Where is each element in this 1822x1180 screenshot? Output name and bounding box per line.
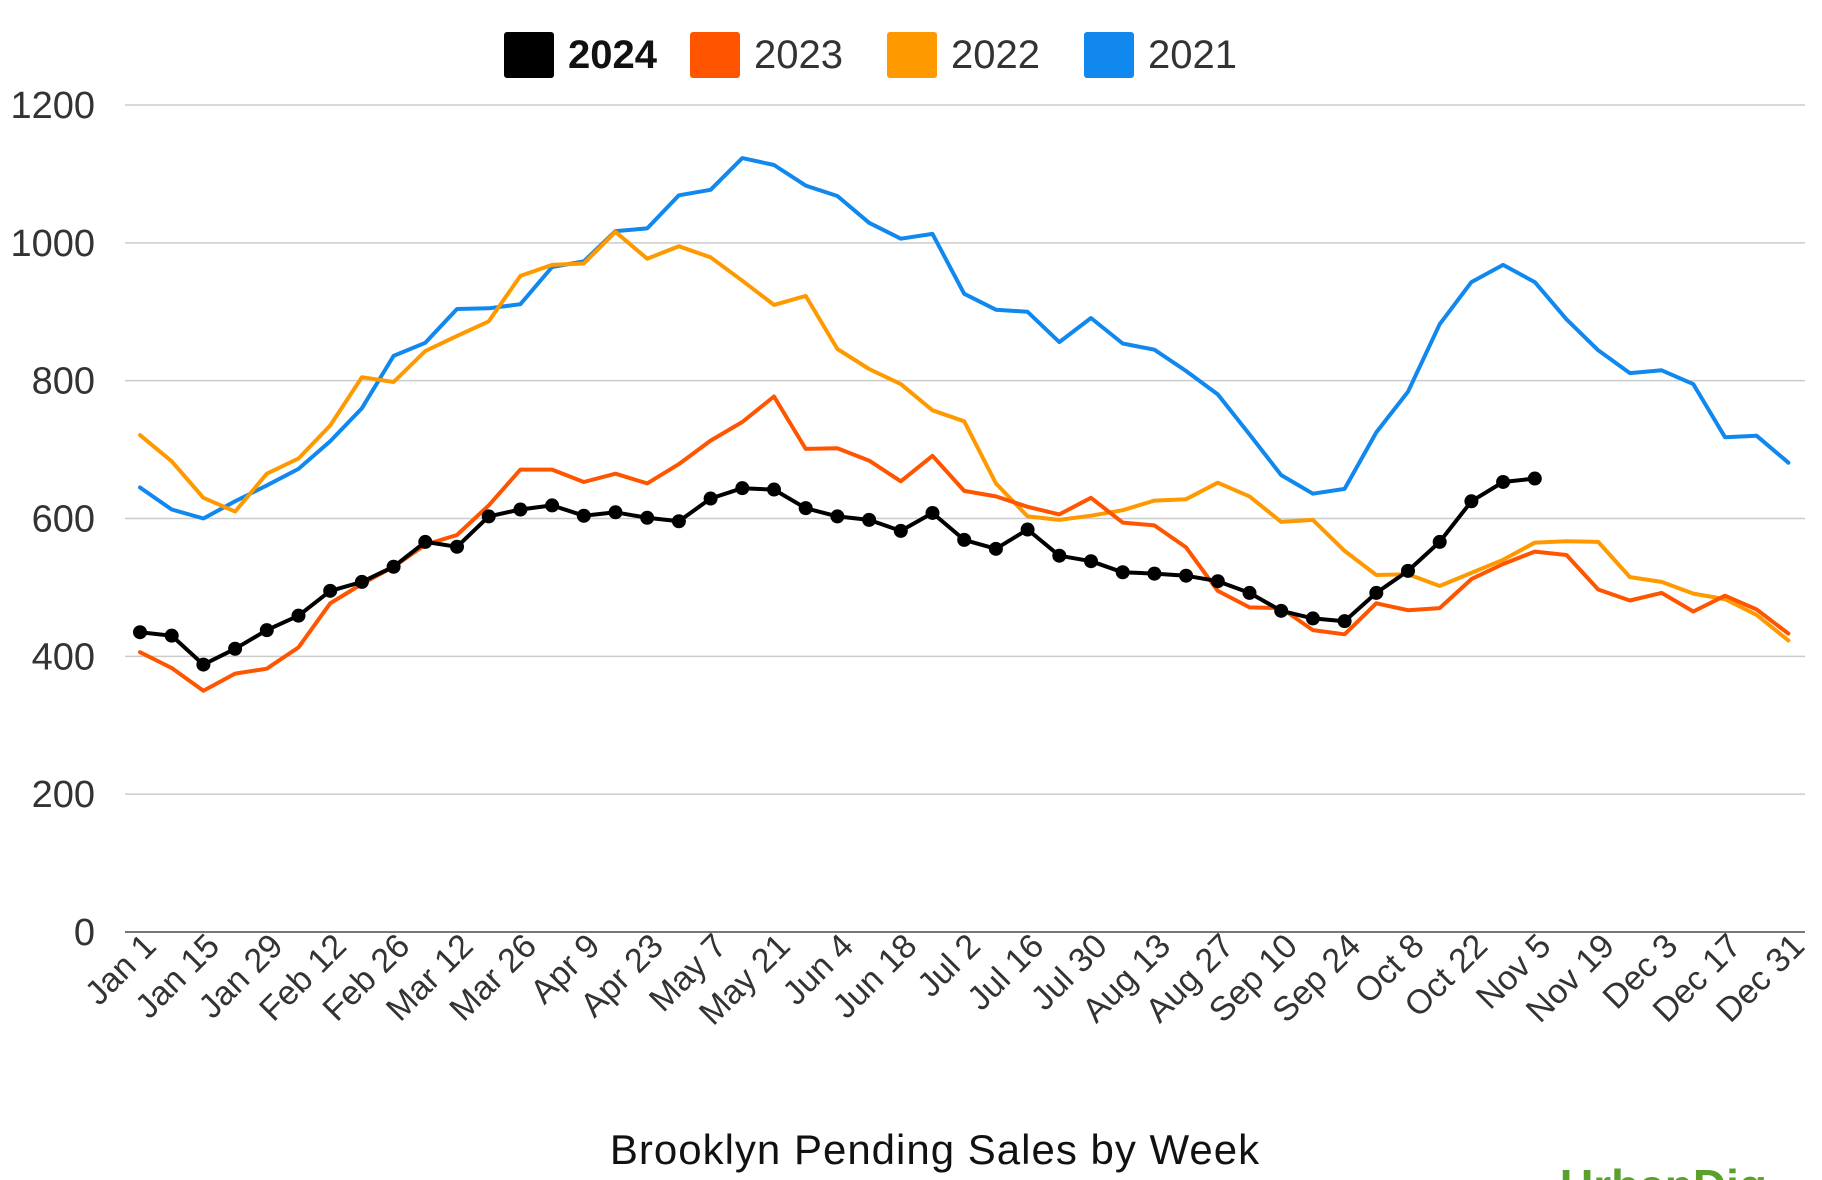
legend: 2024 2023 2022 2021 <box>504 32 1237 78</box>
data-point-2024 <box>545 498 560 513</box>
legend-swatch <box>504 32 554 78</box>
data-point-2024 <box>1401 563 1415 578</box>
legend-swatch <box>1084 32 1134 78</box>
data-point-2024 <box>196 657 211 672</box>
data-point-2024 <box>259 623 274 638</box>
series-2024 <box>133 471 1542 672</box>
data-point-2024 <box>1527 471 1542 486</box>
data-point-2024 <box>133 625 147 640</box>
data-point-2024 <box>164 628 179 643</box>
legend-label: 2024 <box>568 33 658 77</box>
data-point-2024 <box>1242 585 1257 600</box>
data-point-2024 <box>735 481 750 496</box>
y-axis-ticks: 0 200 400 600 800 1000 1200 <box>10 85 95 954</box>
data-point-2024 <box>228 641 243 656</box>
data-point-2024 <box>1052 548 1067 563</box>
legend-label: 2021 <box>1148 33 1237 77</box>
grid-lines <box>125 104 1805 933</box>
data-point-2024 <box>291 608 306 623</box>
data-point-2024 <box>1179 568 1194 583</box>
series-layer <box>133 156 1791 693</box>
data-point-2024 <box>1496 474 1511 489</box>
data-point-2024 <box>988 541 1003 556</box>
series-2022 <box>138 229 1791 643</box>
data-point-2024 <box>1337 614 1352 629</box>
data-point-2024 <box>1305 611 1320 626</box>
legend-item-2022: 2022 <box>887 32 1040 78</box>
data-point-2024 <box>893 523 908 538</box>
data-point-2024 <box>513 502 528 517</box>
y-tick-label: 200 <box>32 774 95 816</box>
data-point-2024 <box>1147 566 1162 581</box>
chart-title: Brooklyn Pending Sales by Week <box>610 1126 1260 1173</box>
data-point-2024 <box>354 574 369 589</box>
data-point-2024 <box>830 509 845 524</box>
series-line-2024 <box>138 476 1537 667</box>
legend-label: 2023 <box>754 33 843 77</box>
data-point-2024 <box>1115 565 1130 580</box>
y-tick-label: 1000 <box>10 223 95 265</box>
data-point-2024 <box>703 491 718 506</box>
data-point-2024 <box>481 509 496 524</box>
y-tick-label: 0 <box>74 912 95 954</box>
legend-item-2021: 2021 <box>1084 32 1237 78</box>
data-point-2024 <box>767 482 781 497</box>
data-point-2024 <box>1369 585 1384 600</box>
data-point-2024 <box>671 514 686 529</box>
legend-swatch <box>887 32 937 78</box>
series-line-2022 <box>138 229 1791 643</box>
data-point-2024 <box>1020 522 1035 537</box>
legend-swatch <box>690 32 740 78</box>
legend-item-2023: 2023 <box>690 32 843 78</box>
data-point-2024 <box>862 512 877 527</box>
series-2021 <box>138 156 1791 521</box>
legend-label: 2022 <box>951 33 1040 77</box>
data-point-2024 <box>450 539 464 554</box>
data-point-2024 <box>1432 534 1447 549</box>
y-tick-label: 400 <box>32 636 95 678</box>
urbandig-logo: UrbanDig <box>1560 1160 1767 1180</box>
data-point-2024 <box>798 501 813 516</box>
data-point-2024 <box>1464 494 1479 509</box>
data-point-2024 <box>640 510 655 525</box>
legend-item-2024: 2024 <box>504 32 658 78</box>
data-point-2024 <box>1274 603 1289 618</box>
data-point-2024 <box>1084 554 1098 569</box>
data-point-2024 <box>1210 574 1225 589</box>
data-point-2024 <box>418 534 433 549</box>
y-tick-label: 800 <box>32 361 95 403</box>
series-line-2021 <box>138 156 1791 521</box>
data-point-2024 <box>925 505 940 520</box>
data-point-2024 <box>608 505 623 520</box>
data-point-2024 <box>323 583 338 598</box>
data-point-2024 <box>386 559 401 574</box>
data-point-2024 <box>957 532 972 547</box>
data-point-2024 <box>576 508 591 523</box>
y-tick-label: 600 <box>32 499 95 541</box>
y-tick-label: 1200 <box>10 85 95 127</box>
